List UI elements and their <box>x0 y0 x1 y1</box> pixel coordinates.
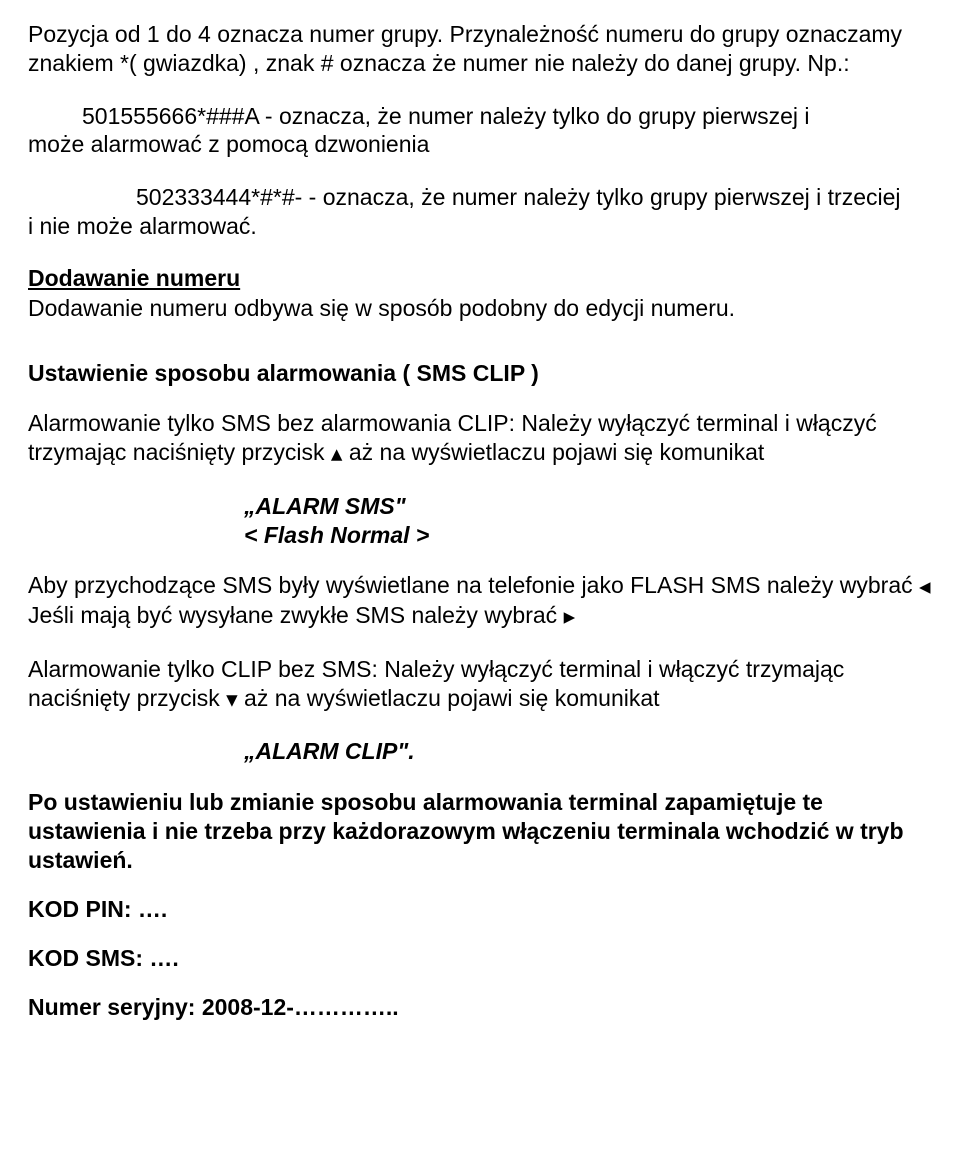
paragraph-clip-only: Alarmowanie tylko CLIP bez SMS: Należy w… <box>28 655 932 714</box>
paragraph-flash-a: Aby przychodzące SMS były wyświetlane na… <box>28 572 919 598</box>
quote-alarm-sms-line2: < Flash Normal > <box>244 521 932 550</box>
example-1-line: 501555666*###A - oznacza, że numer należ… <box>82 102 932 131</box>
intro-paragraph: Pozycja od 1 do 4 oznacza numer grupy. P… <box>28 20 932 78</box>
quote-alarm-sms: „ALARM SMS" < Flash Normal > <box>244 492 932 550</box>
paragraph-persist: Po ustawieniu lub zmianie sposobu alarmo… <box>28 788 932 874</box>
heading-add-number: Dodawanie numeru <box>28 265 932 292</box>
field-kod-pin: KOD PIN: …. <box>28 896 932 923</box>
right-arrow-icon: ▸ <box>564 602 576 631</box>
quote-alarm-sms-line1: „ALARM SMS" <box>244 492 932 521</box>
quote-alarm-clip: „ALARM CLIP". <box>244 737 932 766</box>
paragraph-add-number: Dodawanie numeru odbywa się w sposób pod… <box>28 294 932 323</box>
document-page: Pozycja od 1 do 4 oznacza numer grupy. P… <box>0 0 960 1083</box>
example-1-cont: może alarmować z pomocą dzwonienia <box>28 130 932 159</box>
spacer <box>28 350 932 360</box>
paragraph-sms-only-b: aż na wyświetlaczu pojawi się komunikat <box>342 439 764 465</box>
paragraph-sms-only: Alarmowanie tylko SMS bez alarmowania CL… <box>28 409 932 468</box>
paragraph-clip-only-b: aż na wyświetlaczu pojawi się komunikat <box>238 685 660 711</box>
left-arrow-icon: ◂ <box>919 572 931 601</box>
example-2: 502333444*#*#- - oznacza, że numer należ… <box>28 183 932 241</box>
field-kod-sms: KOD SMS: …. <box>28 945 932 972</box>
example-1: 501555666*###A - oznacza, że numer należ… <box>28 102 932 160</box>
paragraph-flash-b: Jeśli mają być wysyłane zwykłe SMS należ… <box>28 602 564 628</box>
up-arrow-icon: ▴ <box>331 439 343 468</box>
heading-alarm-mode: Ustawienie sposobu alarmowania ( SMS CLI… <box>28 360 932 387</box>
example-2-cont: i nie może alarmować. <box>28 212 932 241</box>
example-2-line: 502333444*#*#- - oznacza, że numer należ… <box>82 183 932 212</box>
paragraph-flash: Aby przychodzące SMS były wyświetlane na… <box>28 571 932 631</box>
down-arrow-icon: ▾ <box>226 685 238 714</box>
field-serial: Numer seryjny: 2008-12-………….. <box>28 994 932 1021</box>
